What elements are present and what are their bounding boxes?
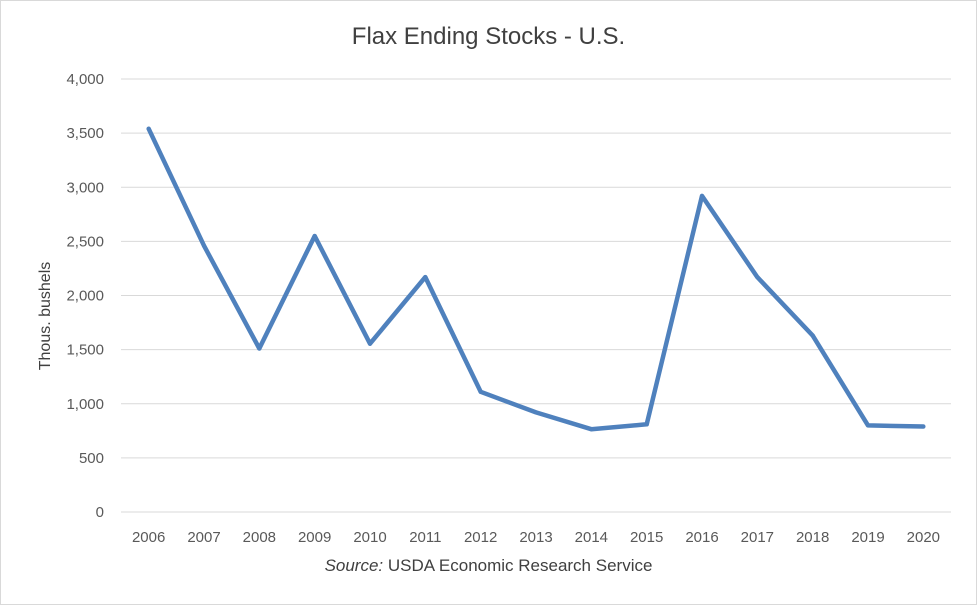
x-tick-labels: 2006 2007 2008 2009 2010 2011 2012 2013 2014 2015… xyxy=(132,529,940,546)
x-tick-label: 2015 xyxy=(630,529,663,546)
x-tick-label: 2008 xyxy=(243,529,276,546)
data-point xyxy=(644,422,649,427)
y-tick-label: 2,000 xyxy=(66,288,104,305)
x-tick-label: 2007 xyxy=(187,529,220,546)
data-point xyxy=(589,427,594,432)
data-point xyxy=(755,275,760,280)
y-tick-label: 2,500 xyxy=(66,233,104,250)
gridlines xyxy=(121,78,951,513)
x-tick-label: 2009 xyxy=(298,529,331,546)
data-point xyxy=(534,410,538,415)
x-tick-label: 2017 xyxy=(741,529,774,546)
data-point xyxy=(146,126,151,131)
y-tick-label: 0 xyxy=(96,504,104,521)
x-tick-label: 2020 xyxy=(907,529,940,546)
y-tick-label: 1,500 xyxy=(66,342,104,359)
chart-title: Flax Ending Stocks - U.S. xyxy=(351,23,626,50)
source-text: USDA Economic Research Service xyxy=(383,556,653,575)
x-tick-label: 2014 xyxy=(575,529,608,546)
x-tick-label: 2016 xyxy=(685,529,718,546)
y-tick-label: 3,500 xyxy=(66,125,104,142)
x-tick-label: 2011 xyxy=(409,529,441,546)
y-tick-label: 4,000 xyxy=(66,71,104,88)
x-tick-label: 2012 xyxy=(464,529,497,546)
data-point xyxy=(921,424,926,429)
y-tick-label: 500 xyxy=(79,450,104,467)
data-point xyxy=(257,346,262,351)
source-note: Source: USDA Economic Research Service xyxy=(1,556,976,576)
data-point xyxy=(700,193,704,198)
data-point xyxy=(810,333,815,338)
x-tick-label: 2013 xyxy=(519,529,552,546)
x-tick-label: 2019 xyxy=(851,529,884,546)
data-point xyxy=(202,243,206,248)
series-line xyxy=(146,126,926,432)
data-point xyxy=(423,275,428,280)
data-point xyxy=(866,423,870,428)
y-axis-title: Thous. bushels xyxy=(37,262,54,371)
y-tick-label: 1,000 xyxy=(66,396,104,413)
data-point xyxy=(368,341,372,346)
y-tick-label: 3,000 xyxy=(66,179,104,196)
x-tick-label: 2006 xyxy=(132,529,165,546)
source-prefix: Source: xyxy=(324,556,384,575)
x-tick-label: 2010 xyxy=(353,529,386,546)
x-tick-label: 2018 xyxy=(796,529,829,546)
data-point xyxy=(478,389,483,394)
data-point xyxy=(312,233,317,238)
series-layer xyxy=(146,126,926,432)
y-tick-labels: 0 500 1,000 1,500 2,000 2,500 3,000 3,500 4,000 xyxy=(66,71,104,521)
